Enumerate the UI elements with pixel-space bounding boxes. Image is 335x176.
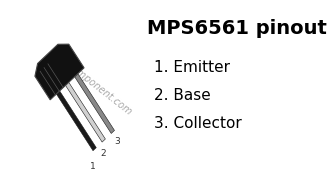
Text: 1. Emitter: 1. Emitter [154, 61, 230, 76]
Polygon shape [75, 74, 115, 133]
Text: 3: 3 [115, 137, 121, 146]
Text: 2. Base: 2. Base [154, 89, 210, 103]
Text: 1: 1 [90, 162, 95, 171]
Text: 2: 2 [101, 149, 106, 158]
Text: 3. Collector: 3. Collector [154, 117, 242, 131]
Text: el-component.com: el-component.com [56, 53, 134, 117]
Polygon shape [56, 91, 96, 151]
Text: MPS6561 pinout: MPS6561 pinout [147, 18, 327, 37]
Polygon shape [35, 44, 84, 100]
Polygon shape [66, 82, 106, 142]
